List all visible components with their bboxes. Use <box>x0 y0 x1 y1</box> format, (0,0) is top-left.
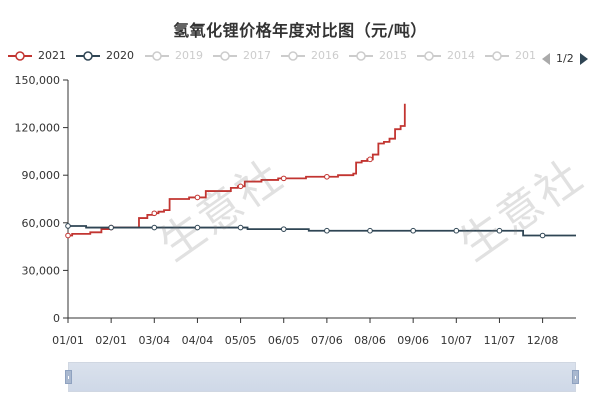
legend-label: 2020 <box>106 49 134 62</box>
legend-symbol-icon <box>213 50 237 61</box>
series-point-2020 <box>65 223 71 229</box>
y-tick-label: 0 <box>53 312 60 325</box>
legend-label: 2019 <box>175 49 203 62</box>
legend-pager: 1/2 <box>542 52 588 65</box>
legend-label: 2016 <box>311 49 339 62</box>
y-tick-label: 60,000 <box>22 217 61 230</box>
series-point-2020 <box>194 224 201 231</box>
legend-item-2014[interactable]: 2014 <box>417 49 475 62</box>
legend-item-2017[interactable]: 2017 <box>213 49 271 62</box>
series-point-2020 <box>108 224 114 231</box>
legend: 2021 2020 2019 2017 2016 2015 2014 201 <box>0 49 540 69</box>
legend-symbol-icon <box>145 50 169 61</box>
series-point-2021 <box>324 173 330 180</box>
y-tick-label: 120,000 <box>15 122 61 135</box>
y-tick-label: 150,000 <box>15 74 61 87</box>
x-tick-label: 10/07 <box>440 334 472 347</box>
series-point-2020 <box>324 227 330 234</box>
zoom-slider[interactable] <box>65 362 579 392</box>
x-tick-label: 12/08 <box>527 334 559 347</box>
legend-item-2016[interactable]: 2016 <box>281 49 339 62</box>
legend-symbol-icon <box>485 50 509 61</box>
legend-page-indicator: 1/2 <box>556 52 574 65</box>
x-tick-label: 07/06 <box>311 334 343 347</box>
x-tick-label: 09/06 <box>397 334 429 347</box>
series-point-2020 <box>237 224 244 231</box>
series-point-2020 <box>496 227 503 234</box>
series-point-2021 <box>367 156 373 163</box>
series-point-2020 <box>539 232 546 239</box>
zoom-handle-right[interactable] <box>572 370 579 384</box>
legend-item-2020[interactable]: 2020 <box>76 49 134 62</box>
x-tick-label: 06/05 <box>268 334 300 347</box>
series-point-2020 <box>453 227 460 234</box>
legend-item-201[interactable]: 201 <box>485 49 536 62</box>
legend-item-2021[interactable]: 2021 <box>8 49 66 62</box>
y-tick-label: 30,000 <box>22 264 61 277</box>
legend-label: 2021 <box>38 49 66 62</box>
x-tick-label: 03/04 <box>138 334 170 347</box>
y-tick-label: 90,000 <box>22 169 61 182</box>
zoom-handle-left[interactable] <box>65 370 72 384</box>
legend-symbol-icon <box>8 50 32 61</box>
legend-label: 2017 <box>243 49 271 62</box>
x-tick-label: 11/07 <box>484 334 516 347</box>
legend-label: 201 <box>515 49 536 62</box>
chart-title: 氢氧化锂价格年度对比图（元/吨） <box>173 21 427 40</box>
series-point-2020 <box>367 227 373 234</box>
x-tick-label: 05/05 <box>225 334 257 347</box>
legend-next-page-icon[interactable] <box>579 52 588 65</box>
legend-symbol-icon <box>349 50 373 61</box>
series-point-2020 <box>410 227 416 234</box>
legend-label: 2015 <box>379 49 407 62</box>
x-tick-label: 02/01 <box>95 334 127 347</box>
x-tick-label: 01/01 <box>52 334 84 347</box>
legend-symbol-icon <box>76 50 100 61</box>
x-tick-label: 08/06 <box>354 334 386 347</box>
series-point-2021 <box>151 210 158 217</box>
series-point-2020 <box>280 226 287 232</box>
series-point-2021 <box>65 232 71 239</box>
series-line-2020 <box>68 225 576 237</box>
legend-symbol-icon <box>281 50 305 61</box>
series-point-2021 <box>194 194 201 201</box>
legend-item-2015[interactable]: 2015 <box>349 49 407 62</box>
legend-item-2019[interactable]: 2019 <box>145 49 203 62</box>
legend-label: 2014 <box>447 49 475 62</box>
series-point-2021 <box>280 175 287 182</box>
x-tick-label: 04/04 <box>182 334 214 347</box>
legend-prev-page-icon[interactable] <box>542 52 550 65</box>
legend-symbol-icon <box>417 50 441 61</box>
series-point-2020 <box>151 224 158 231</box>
series-line-2021 <box>68 103 406 237</box>
series-point-2021 <box>237 183 244 190</box>
zoom-range-fill <box>69 363 575 391</box>
